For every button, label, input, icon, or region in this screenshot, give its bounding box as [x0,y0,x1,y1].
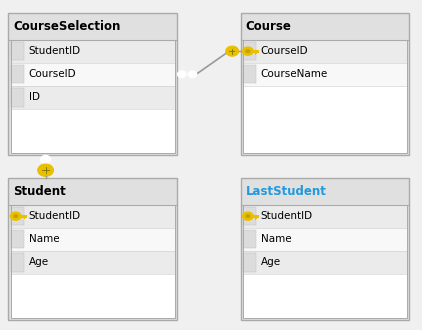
Bar [11,230,24,248]
Bar [11,205,175,318]
Bar [11,40,175,153]
Bar [11,228,175,251]
Bar [11,65,24,83]
Circle shape [242,47,254,56]
Text: CourseSelection: CourseSelection [14,20,121,33]
Bar [11,86,175,109]
Text: Name: Name [29,234,60,244]
Bar [254,217,256,220]
Bar [22,217,24,220]
Bar [11,40,175,63]
Circle shape [10,212,22,221]
Text: Course: Course [246,20,292,33]
Bar [252,215,259,217]
Bar [243,205,407,318]
Text: Age: Age [29,257,49,267]
Circle shape [245,49,250,53]
Text: StudentID: StudentID [29,211,81,221]
Bar [11,205,175,318]
Bar [243,42,256,60]
Bar [11,63,175,86]
Bar [243,253,256,272]
Text: CourseID: CourseID [29,69,76,79]
Bar [243,40,407,63]
Bar [243,228,407,251]
Circle shape [245,214,250,218]
Text: LastStudent: LastStudent [246,185,327,198]
Bar [241,178,409,320]
Text: CourseName: CourseName [261,69,328,79]
Bar [8,13,177,155]
Bar [243,205,407,318]
Circle shape [38,164,54,176]
Circle shape [226,46,239,56]
Text: ID: ID [29,92,40,102]
Bar [252,50,259,52]
Text: CourseID: CourseID [261,46,308,56]
Bar [254,52,256,55]
Text: Name: Name [261,234,292,244]
Text: StudentID: StudentID [29,46,81,56]
Bar [11,42,24,60]
Circle shape [242,212,254,221]
Bar [11,253,24,272]
Circle shape [13,214,18,218]
Bar [243,63,407,86]
Bar [243,230,256,248]
Circle shape [41,155,51,163]
Circle shape [178,71,186,78]
Text: StudentID: StudentID [261,211,313,221]
Bar [243,207,256,225]
Bar [11,205,175,228]
Bar [8,178,177,320]
Bar [243,40,407,153]
Bar [11,251,175,274]
Text: Age: Age [261,257,281,267]
Circle shape [41,166,51,174]
Bar [243,40,407,153]
Bar [20,215,27,217]
Bar [241,13,409,155]
Bar [11,88,24,107]
Circle shape [188,71,197,78]
Bar [243,65,256,83]
Bar [11,40,175,153]
Bar [11,207,24,225]
Bar [24,217,25,219]
Text: Student: Student [14,185,66,198]
Bar [243,251,407,274]
Bar [243,205,407,228]
